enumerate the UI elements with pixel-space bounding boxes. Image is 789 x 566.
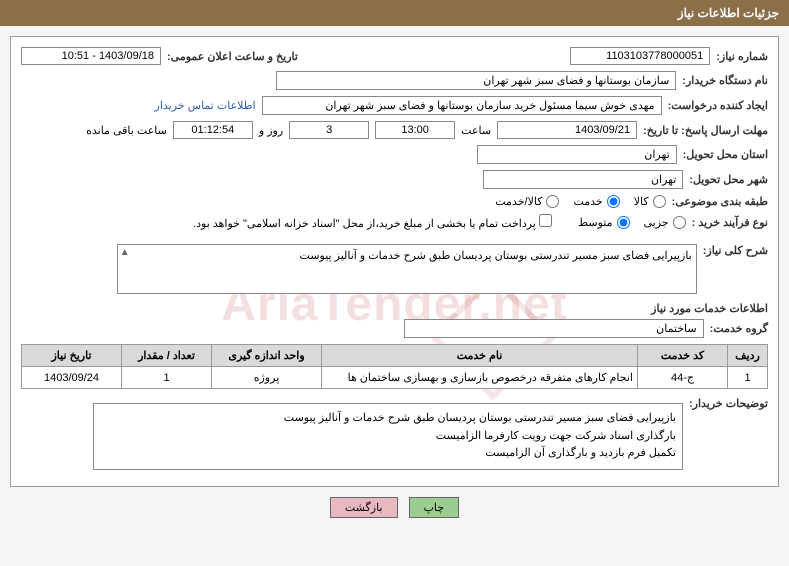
table-row: 1 ج-44 انجام کارهای متفرقه درخصوص بازساز…	[22, 367, 768, 389]
row-process-type: نوع فرآیند خرید : جزیی متوسط پرداخت تمام…	[21, 214, 768, 230]
buyer-contact-link[interactable]: اطلاعات تماس خریدار	[155, 99, 256, 112]
days-remaining-value: 3	[289, 121, 369, 139]
category-label: طبقه بندی موضوعی:	[672, 195, 768, 208]
requester-label: ایجاد کننده درخواست:	[668, 99, 768, 112]
cell-unit: پروژه	[212, 367, 322, 389]
row-service-group: گروه خدمت: ساختمان	[21, 319, 768, 338]
services-info-title: اطلاعات خدمات مورد نیاز	[21, 302, 768, 315]
cell-row: 1	[728, 367, 768, 389]
city-value: تهران	[483, 170, 683, 189]
th-row: ردیف	[728, 345, 768, 367]
row-need-number: شماره نیاز: 1103103778000051 تاریخ و ساع…	[21, 47, 768, 71]
scroll-up-icon[interactable]: ▲	[120, 247, 130, 258]
button-row: چاپ بازگشت	[0, 497, 789, 518]
radio-medium-label: متوسط	[578, 216, 613, 229]
deadline-time-value: 13:00	[375, 121, 455, 139]
cell-date: 1403/09/24	[22, 367, 122, 389]
row-category: طبقه بندی موضوعی: کالا خدمت کالا/خدمت	[21, 195, 768, 208]
cell-name: انجام کارهای متفرقه درخصوص بازسازی و بهس…	[322, 367, 638, 389]
main-container: AriaTender.net شماره نیاز: 1103103778000…	[10, 36, 779, 487]
buyer-org-label: نام دستگاه خریدار:	[682, 74, 768, 87]
radio-service-label: خدمت	[573, 195, 602, 208]
payment-note: پرداخت تمام یا بخشی از مبلغ خرید،از محل …	[193, 218, 536, 230]
deadline-label: مهلت ارسال پاسخ: تا تاریخ:	[643, 124, 768, 137]
days-label: روز و	[259, 124, 283, 137]
th-qty: تعداد / مقدار	[122, 345, 212, 367]
need-number-value: 1103103778000051	[570, 47, 710, 65]
radio-service-input[interactable]	[607, 195, 620, 208]
province-value: تهران	[477, 145, 677, 164]
row-buyer-notes: توضیحات خریدار: بازپیرایی فضای سبز مسیر …	[21, 397, 768, 470]
service-group-value: ساختمان	[404, 319, 704, 338]
payment-checkbox-wrap: پرداخت تمام یا بخشی از مبلغ خرید،از محل …	[193, 214, 552, 230]
th-code: کد خدمت	[638, 345, 728, 367]
radio-goods-label: کالا	[634, 195, 649, 208]
buyer-notes-line1: بازپیرایی فضای سبز مسیر تندرستی بوستان پ…	[100, 410, 676, 428]
radio-service[interactable]: خدمت	[573, 195, 619, 208]
cell-code: ج-44	[638, 367, 728, 389]
print-button[interactable]: چاپ	[409, 497, 460, 518]
th-name: نام خدمت	[322, 345, 638, 367]
back-button[interactable]: بازگشت	[330, 497, 398, 518]
radio-goods-service-input[interactable]	[546, 195, 559, 208]
remaining-label: ساعت باقی مانده	[86, 124, 167, 137]
overview-label: شرح کلی نیاز:	[703, 244, 768, 257]
radio-partial-input[interactable]	[673, 216, 686, 229]
buyer-notes-label: توضیحات خریدار:	[689, 397, 768, 410]
radio-medium-input[interactable]	[617, 216, 630, 229]
radio-medium[interactable]: متوسط	[578, 216, 630, 229]
row-overview: شرح کلی نیاز: ▲ بازپیرایی فضای سبز مسیر …	[21, 244, 768, 294]
announce-date-value: 1403/09/18 - 10:51	[21, 47, 161, 65]
buyer-org-value: سازمان بوستانها و فضای سبز شهر تهران	[276, 71, 676, 90]
th-unit: واحد اندازه گیری	[212, 345, 322, 367]
process-type-label: نوع فرآیند خرید :	[692, 216, 768, 229]
time-remaining-value: 01:12:54	[173, 121, 253, 139]
th-date: تاریخ نیاز	[22, 345, 122, 367]
row-city: شهر محل تحویل: تهران	[21, 170, 768, 189]
overview-text: بازپیرایی فضای سبز مسیر تندرستی بوستان پ…	[300, 250, 692, 262]
buyer-notes-line3: تکمیل فرم بازدید و بارگذاری آن الزامیست	[100, 445, 676, 463]
buyer-notes-line2: بارگذاری اسناد شرکت جهت رویت کارفرما الز…	[100, 428, 676, 446]
row-province: استان محل تحویل: تهران	[21, 145, 768, 164]
cell-qty: 1	[122, 367, 212, 389]
radio-goods-service[interactable]: کالا/خدمت	[495, 195, 559, 208]
row-requester: ایجاد کننده درخواست: مهدی خوش سیما مسئول…	[21, 96, 768, 115]
province-label: استان محل تحویل:	[683, 148, 768, 161]
radio-goods-input[interactable]	[653, 195, 666, 208]
overview-textarea[interactable]: ▲ بازپیرایی فضای سبز مسیر تندرستی بوستان…	[117, 244, 697, 294]
need-number-label: شماره نیاز:	[716, 50, 768, 63]
row-deadline: مهلت ارسال پاسخ: تا تاریخ: 1403/09/21 سا…	[21, 121, 768, 139]
payment-checkbox[interactable]	[539, 214, 552, 227]
announce-date-label: تاریخ و ساعت اعلان عمومی:	[167, 50, 298, 63]
radio-partial-label: جزیی	[644, 216, 669, 229]
services-table: ردیف کد خدمت نام خدمت واحد اندازه گیری ت…	[21, 344, 768, 389]
city-label: شهر محل تحویل:	[689, 173, 768, 186]
deadline-date-value: 1403/09/21	[497, 121, 637, 139]
requester-value: مهدی خوش سیما مسئول خرید سازمان بوستانها…	[262, 96, 662, 115]
page-header: جزئیات اطلاعات نیاز	[0, 0, 789, 26]
radio-goods[interactable]: کالا	[634, 195, 666, 208]
category-radio-group: کالا خدمت کالا/خدمت	[495, 195, 665, 208]
time-label: ساعت	[461, 124, 491, 137]
buyer-notes-box: بازپیرایی فضای سبز مسیر تندرستی بوستان پ…	[93, 403, 683, 470]
table-header-row: ردیف کد خدمت نام خدمت واحد اندازه گیری ت…	[22, 345, 768, 367]
process-radio-group: جزیی متوسط	[578, 216, 686, 229]
radio-goods-service-label: کالا/خدمت	[495, 195, 542, 208]
row-buyer-org: نام دستگاه خریدار: سازمان بوستانها و فضا…	[21, 71, 768, 90]
service-group-label: گروه خدمت:	[710, 322, 768, 335]
radio-partial[interactable]: جزیی	[644, 216, 686, 229]
